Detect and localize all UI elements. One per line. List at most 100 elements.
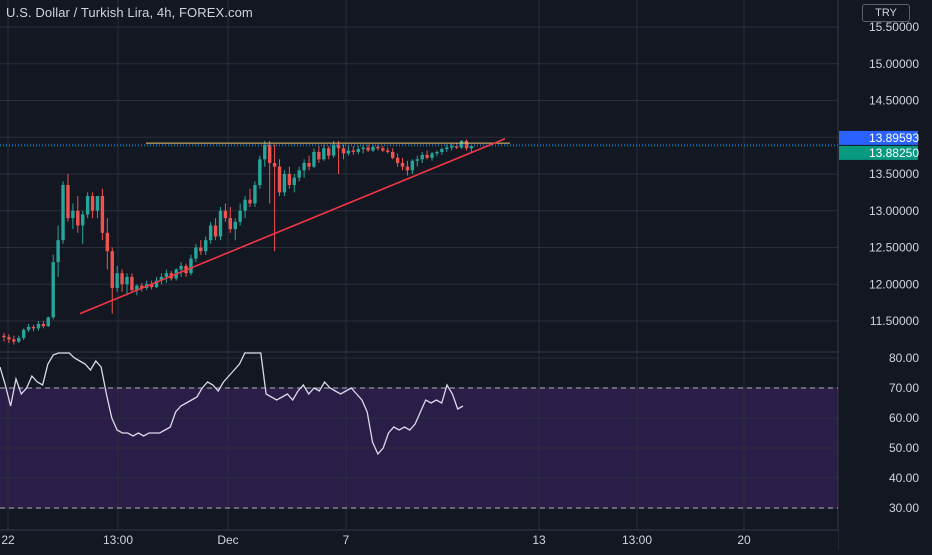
rsi-tick-label: 40.00 — [889, 471, 919, 485]
candle-body — [248, 199, 252, 204]
candle-body — [267, 144, 272, 163]
candle-body — [12, 339, 16, 342]
candle-body — [100, 196, 105, 233]
candle-body — [233, 221, 237, 230]
candle-body — [445, 147, 449, 150]
candle-body — [56, 240, 60, 263]
price-tick-label: 13.00000 — [869, 204, 919, 218]
time-tick-label: Dec — [217, 533, 238, 547]
price-tick-label: 11.50000 — [870, 314, 919, 328]
candle-body — [115, 273, 119, 288]
candle-body — [410, 160, 415, 171]
symbol-title: U.S. Dollar / Turkish Lira, 4h, FOREX.co… — [6, 5, 253, 20]
candle-body — [395, 157, 400, 163]
candle-body — [120, 273, 124, 285]
candle-body — [31, 326, 36, 329]
candle-body — [61, 185, 65, 241]
candle-body — [194, 247, 198, 259]
candle-body — [400, 162, 405, 167]
candle-body — [287, 174, 292, 186]
candle-body — [81, 214, 85, 226]
candle-body — [85, 196, 90, 215]
candle-body — [440, 149, 444, 152]
candle-body — [302, 162, 306, 171]
candle-body — [76, 210, 80, 226]
candle-body — [179, 265, 183, 270]
candle-body — [258, 159, 262, 186]
candle-body — [346, 150, 351, 154]
candle-body — [223, 210, 228, 219]
rsi-tick-label: 50.00 — [889, 441, 919, 455]
candle-body — [159, 276, 164, 281]
candle-body — [282, 174, 287, 193]
candle-body — [26, 326, 31, 330]
candle-body — [356, 149, 360, 152]
candle-body — [371, 146, 375, 151]
candle-body — [327, 148, 331, 156]
candle-body — [405, 166, 410, 171]
candle-body — [366, 147, 370, 151]
candle-body — [469, 146, 474, 149]
candle-body — [317, 151, 321, 160]
candle-body — [189, 258, 193, 274]
candle-body — [110, 251, 114, 288]
time-tick-label: 13:00 — [103, 533, 133, 547]
price-badge-blue[interactable] — [839, 130, 918, 145]
time-axis-panel — [0, 531, 838, 551]
candle-body — [336, 144, 341, 149]
candle-body — [435, 151, 439, 154]
candle-body — [238, 210, 242, 222]
candle-body — [130, 276, 134, 291]
candle-body — [71, 210, 75, 219]
candle-body — [140, 285, 144, 288]
price-tick-label: 15.00000 — [869, 57, 919, 71]
candle-body — [459, 140, 464, 148]
price-badge-green[interactable] — [839, 145, 918, 160]
candle-body — [105, 232, 110, 252]
price-badge-label: 13.88250 — [869, 146, 919, 160]
candle-body — [199, 247, 203, 252]
candle-body — [17, 337, 21, 342]
candle-body — [425, 154, 429, 158]
candle-body — [66, 185, 70, 219]
time-tick-label: 20 — [737, 533, 751, 547]
candle-body — [277, 166, 282, 193]
candle-body — [312, 151, 316, 167]
time-tick-label: 13:00 — [622, 533, 652, 547]
price-tick-label: 12.00000 — [869, 277, 919, 291]
rsi-tick-label: 70.00 — [889, 381, 919, 395]
price-tick-label: 13.50000 — [869, 167, 919, 181]
candle-body — [213, 225, 218, 237]
candle-body — [90, 196, 95, 211]
candle-body — [292, 177, 296, 186]
candle-body — [204, 240, 208, 252]
candle-body — [331, 144, 336, 156]
candle-body — [272, 162, 277, 167]
rsi-tick-label: 80.00 — [889, 351, 919, 365]
candle-body — [263, 144, 267, 160]
candle-body — [243, 199, 247, 211]
candle-body — [135, 285, 139, 291]
candle-body — [149, 284, 154, 288]
trendline[interactable] — [79, 137, 506, 315]
candle-body — [415, 159, 419, 161]
candle-body — [341, 148, 346, 154]
candle-body — [450, 146, 454, 148]
candle-body — [7, 337, 11, 340]
candle-body — [307, 162, 311, 167]
price-axis-panel — [839, 0, 932, 550]
price-badge-label: 13.89593 — [869, 131, 919, 145]
candle-body — [164, 273, 169, 277]
candle-body — [46, 317, 50, 327]
candle-body — [420, 154, 424, 160]
rsi-tick-label: 30.00 — [889, 501, 919, 515]
candle-body — [21, 329, 26, 338]
candle-body — [253, 185, 257, 204]
candle-body — [125, 276, 129, 285]
time-tick-label: 7 — [343, 533, 350, 547]
currency-badge[interactable]: TRY — [862, 4, 910, 22]
rsi-tick-label: 60.00 — [889, 411, 919, 425]
candle-body — [51, 262, 55, 318]
